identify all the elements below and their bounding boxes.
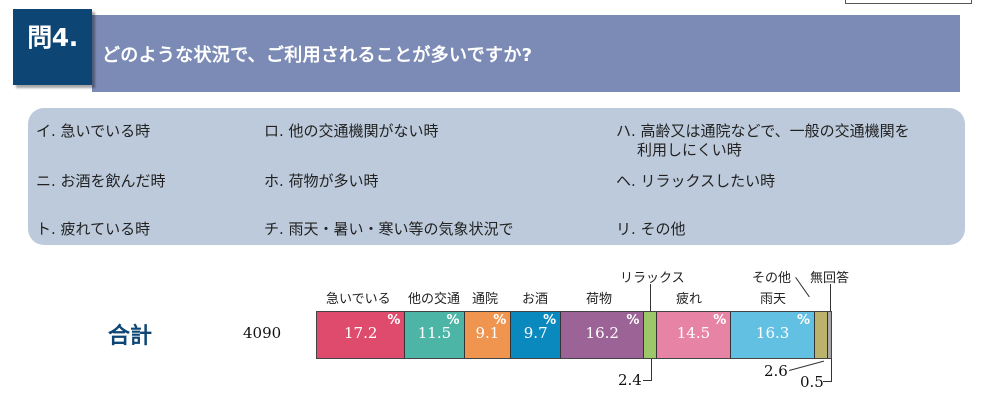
leader-line	[789, 360, 825, 371]
segment-value: 16.3	[755, 324, 790, 342]
value-label-relax: 2.4	[618, 371, 642, 389]
option-he: ヘ. リラックスしたい時	[616, 172, 776, 190]
percent-sign: %	[626, 313, 640, 328]
segment-luggage: % 16.2	[561, 312, 645, 358]
question-band: どのような状況で、ご利用されることが多いですか?	[92, 15, 960, 92]
option-to: ト. 疲れている時	[36, 220, 151, 238]
leader-line	[795, 277, 810, 298]
leader-line	[650, 284, 651, 311]
segment-relax	[644, 312, 657, 358]
segment-no-answer	[828, 312, 831, 358]
category-label: 他の交通	[408, 292, 461, 307]
stacked-bar: % 17.2 % 11.5 % 9.1 % 9.7 % 16.2 % 14.5 …	[316, 311, 832, 359]
option-ha-line2: 利用しにくい時	[637, 141, 742, 159]
corner-box	[845, 0, 972, 4]
segment-tired: % 14.5	[656, 312, 732, 358]
segment-hospital: % 9.1	[464, 312, 512, 358]
value-label-other: 2.6	[764, 362, 788, 380]
question-number: 問4.	[13, 9, 92, 85]
segment-value: 11.5	[417, 324, 452, 342]
percent-sign: %	[796, 313, 811, 328]
option-i: イ. 急いでいる時	[36, 122, 151, 140]
segment-value: 17.2	[344, 324, 378, 342]
leader-line	[643, 359, 652, 381]
option-ri: リ. その他	[616, 220, 686, 238]
segment-other-transport: % 11.5	[405, 312, 465, 358]
percent-sign: %	[713, 313, 727, 328]
row-label: 合計	[108, 324, 153, 349]
category-label: 急いでいる	[326, 292, 391, 307]
row-count: 4090	[243, 324, 282, 342]
percent-sign: %	[543, 313, 557, 328]
category-label: 無回答	[810, 271, 850, 286]
category-label: その他	[752, 271, 792, 286]
category-label: 荷物	[586, 292, 613, 307]
category-label: 雨天	[760, 292, 787, 307]
segment-value: 9.1	[475, 324, 500, 342]
option-ro: ロ. 他の交通機関がない時	[264, 122, 439, 140]
percent-sign: %	[493, 313, 507, 328]
category-label: お酒	[522, 292, 549, 307]
option-ha: ハ. 高齢又は通院などで、一般の交通機関を 利用しにくい時	[616, 122, 910, 160]
category-label: 通院	[472, 292, 499, 307]
option-ho: ホ. 荷物が多い時	[264, 172, 379, 190]
segment-weather: % 16.3	[731, 312, 816, 358]
segment-value: 9.7	[523, 324, 548, 342]
leader-line	[823, 359, 832, 382]
percent-sign: %	[446, 313, 460, 328]
leader-line	[830, 284, 831, 311]
option-chi: チ. 雨天・暑い・寒い等の気象状況で	[264, 220, 514, 238]
segment-other	[815, 312, 829, 358]
category-label: リラックス	[620, 271, 685, 286]
segment-value: 14.5	[676, 324, 711, 342]
option-ha-line1: ハ. 高齢又は通院などで、一般の交通機関を	[616, 122, 910, 140]
percent-sign: %	[387, 313, 401, 328]
category-label: 疲れ	[676, 292, 703, 307]
value-label-no-answer: 0.5	[800, 373, 824, 391]
question-text: どのような状況で、ご利用されることが多いですか?	[102, 45, 533, 66]
option-ni: ニ. お酒を飲んだ時	[36, 172, 166, 190]
segment-value: 16.2	[585, 324, 619, 342]
segment-alcohol: % 9.7	[511, 312, 562, 358]
segment-isoide: % 17.2	[317, 312, 406, 358]
options-panel: イ. 急いでいる時 ロ. 他の交通機関がない時 ハ. 高齢又は通院などで、一般の…	[28, 108, 965, 245]
